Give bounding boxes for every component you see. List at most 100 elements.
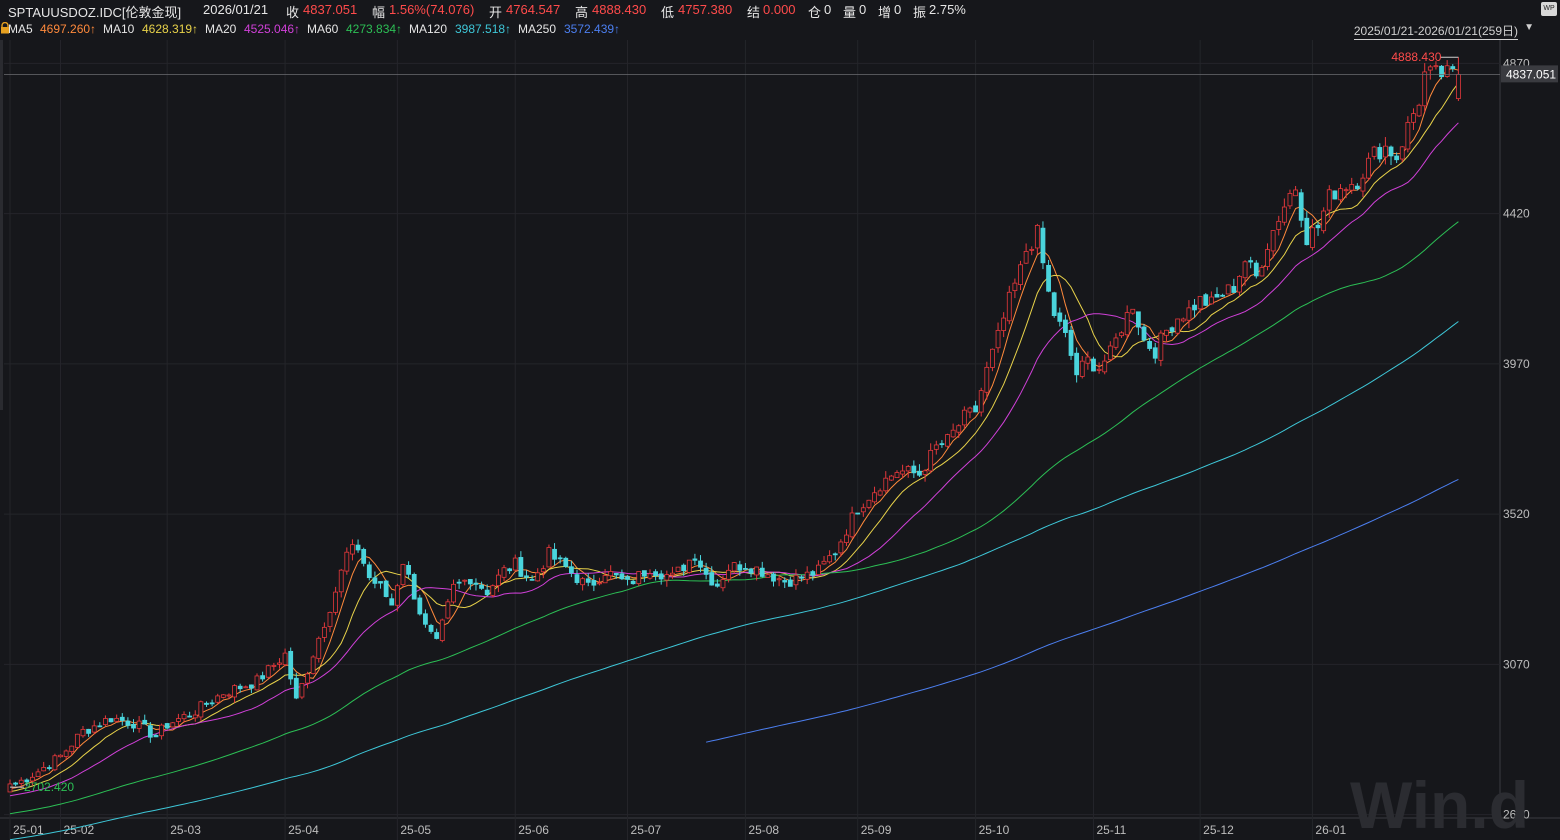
candle-body bbox=[524, 575, 529, 578]
oi-value: 0 bbox=[824, 2, 832, 17]
x-tick-label: 25-05 bbox=[400, 823, 431, 837]
candle-body bbox=[114, 717, 120, 722]
x-tick-label: 25-11 bbox=[1096, 823, 1126, 837]
candle-body bbox=[630, 580, 636, 585]
candle-body bbox=[147, 725, 153, 738]
ma60-label[interactable]: MA60 bbox=[307, 22, 339, 36]
candle-body bbox=[675, 566, 681, 573]
candle-body bbox=[1141, 326, 1147, 341]
candle-body bbox=[58, 754, 63, 758]
ma5-label[interactable]: MA5 bbox=[8, 22, 33, 36]
candle-body bbox=[838, 541, 844, 554]
candle-body bbox=[1253, 262, 1259, 277]
candle-body bbox=[7, 783, 13, 793]
candle-body bbox=[1225, 284, 1231, 295]
candle-body bbox=[451, 583, 456, 603]
candle-body bbox=[765, 574, 771, 578]
candle-body bbox=[984, 366, 990, 393]
candle-body bbox=[1192, 304, 1197, 311]
candle-body bbox=[1293, 189, 1298, 197]
candle-body bbox=[507, 568, 513, 572]
candle-body bbox=[1281, 206, 1287, 223]
ma20-label[interactable]: MA20 bbox=[205, 22, 237, 36]
candle-body bbox=[619, 573, 625, 580]
candle-body bbox=[625, 576, 630, 580]
low-label: 低 bbox=[661, 5, 675, 20]
candle-body bbox=[540, 568, 546, 573]
candle-body bbox=[372, 577, 378, 584]
candle-body bbox=[1029, 248, 1035, 251]
candle-body bbox=[46, 767, 52, 769]
candle-body bbox=[512, 557, 518, 571]
candle-body bbox=[192, 714, 198, 719]
candle-body bbox=[945, 434, 950, 447]
candle-body bbox=[1326, 189, 1332, 211]
change-label: 幅 bbox=[372, 5, 386, 20]
candle-body bbox=[905, 466, 911, 472]
candle-body bbox=[939, 443, 945, 446]
candle-body bbox=[709, 572, 715, 586]
candle-body bbox=[608, 571, 614, 577]
candle-body bbox=[591, 580, 597, 586]
candle-body bbox=[1411, 113, 1416, 123]
candle-body bbox=[888, 475, 894, 481]
candle-body bbox=[310, 656, 316, 674]
candle-body bbox=[1208, 296, 1214, 305]
candle-body bbox=[411, 573, 417, 600]
quote-header: SPTAUUSDOZ.IDC[伦敦金现] 2026/01/21 收 4837.0… bbox=[0, 0, 1560, 20]
ma120-label[interactable]: MA120 bbox=[409, 22, 448, 36]
ma-line-ma10 bbox=[9, 82, 1459, 793]
candle-body bbox=[496, 574, 501, 587]
candle-body bbox=[501, 567, 507, 578]
candle-body bbox=[1242, 261, 1248, 279]
candle-body bbox=[995, 330, 1001, 349]
candle-body bbox=[832, 553, 838, 556]
ma250-value: 3572.439↑ bbox=[564, 22, 621, 36]
ma10-label[interactable]: MA10 bbox=[103, 22, 135, 36]
candle-body bbox=[237, 685, 243, 690]
candle-body bbox=[97, 725, 103, 728]
symbol-name[interactable]: SPTAUUSDOZ.IDC[伦敦金现] bbox=[8, 5, 182, 20]
candle-body bbox=[344, 551, 350, 572]
wind-watermark: Win.d bbox=[1350, 768, 1529, 840]
candle-body bbox=[423, 613, 428, 625]
wp-icon[interactable]: WP bbox=[1541, 2, 1557, 16]
candle-body bbox=[1444, 65, 1450, 77]
candle-body bbox=[91, 725, 97, 733]
left-side-strip[interactable] bbox=[0, 40, 3, 410]
candle-body bbox=[967, 407, 973, 413]
candle-body bbox=[473, 582, 479, 585]
lock-icon[interactable] bbox=[0, 22, 10, 34]
x-tick-label: 26-01 bbox=[1315, 823, 1346, 837]
ma250-label[interactable]: MA250 bbox=[518, 22, 557, 36]
candle-body bbox=[855, 512, 861, 515]
candle-body bbox=[63, 750, 69, 757]
candle-body bbox=[759, 567, 765, 577]
chevron-down-icon[interactable]: ▼ bbox=[1524, 22, 1534, 33]
candle-body bbox=[248, 684, 254, 689]
candle-body bbox=[872, 492, 877, 503]
candle-body bbox=[35, 771, 41, 777]
increase-value: 0 bbox=[894, 2, 902, 17]
ma-line-ma5 bbox=[9, 68, 1459, 790]
candle-body bbox=[350, 544, 355, 555]
candle-body bbox=[1046, 264, 1051, 292]
candle-body bbox=[866, 499, 872, 508]
candle-body bbox=[277, 662, 282, 665]
candle-body bbox=[288, 650, 294, 680]
candle-body bbox=[720, 579, 726, 589]
candle-body bbox=[80, 728, 86, 737]
candle-body bbox=[1315, 224, 1321, 229]
candle-body bbox=[1079, 360, 1085, 377]
candle-body bbox=[1102, 360, 1108, 373]
candle-body bbox=[703, 567, 709, 575]
candle-body bbox=[226, 694, 232, 697]
candle-body bbox=[74, 733, 80, 748]
candle-body bbox=[232, 685, 237, 698]
candle-body bbox=[1203, 294, 1209, 306]
candle-body bbox=[1237, 275, 1242, 293]
date-range-label[interactable]: 2025/01/21-2026/01/21(259日) bbox=[1353, 24, 1518, 40]
candle-body bbox=[1023, 250, 1029, 264]
candle-body bbox=[1018, 264, 1023, 285]
